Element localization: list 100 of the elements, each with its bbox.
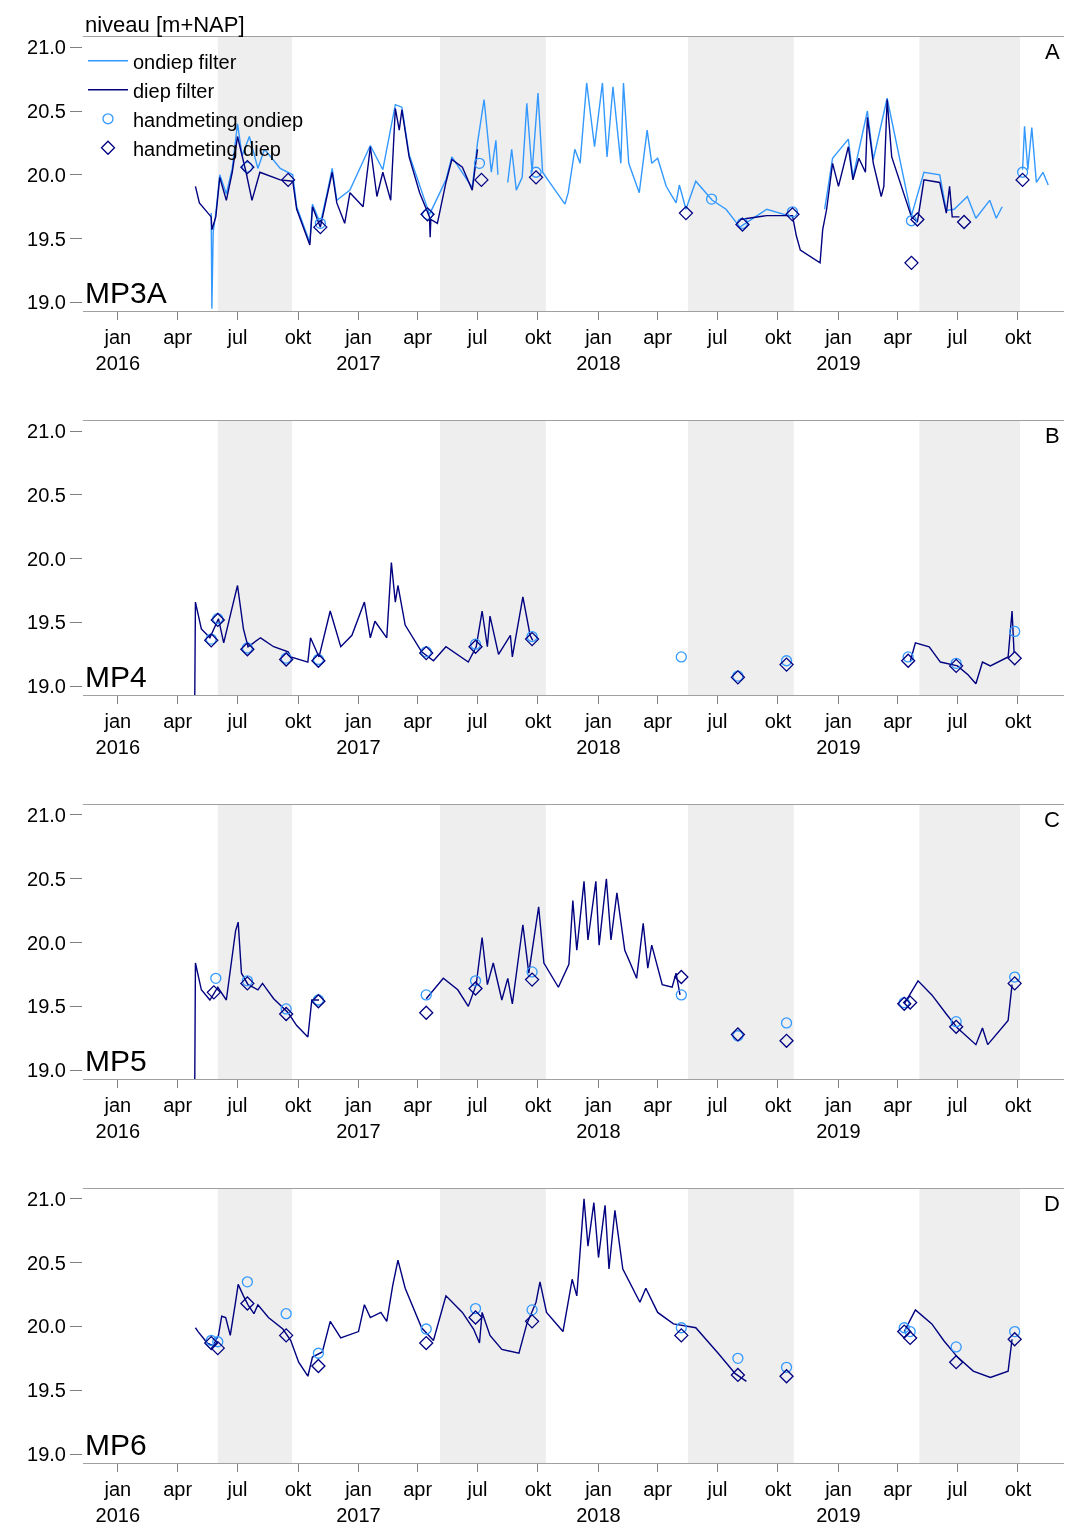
annotation: C bbox=[1044, 807, 1060, 832]
point bbox=[205, 1334, 217, 1347]
point bbox=[279, 1328, 294, 1343]
point bbox=[469, 1302, 482, 1315]
annotation: A bbox=[1045, 39, 1060, 64]
y-tick-label: 19.0 bbox=[27, 291, 66, 314]
point bbox=[420, 989, 432, 1001]
point bbox=[419, 1335, 434, 1351]
point bbox=[675, 651, 687, 663]
x-tick-label: okt bbox=[284, 326, 312, 349]
point bbox=[950, 1341, 962, 1353]
x-tick-label: jul bbox=[706, 1094, 728, 1117]
point bbox=[1015, 172, 1030, 188]
point bbox=[1007, 651, 1022, 666]
x-tick-label: okt bbox=[764, 326, 792, 349]
point bbox=[898, 1322, 910, 1334]
x-tick-label: okt bbox=[284, 710, 312, 733]
point bbox=[280, 1003, 292, 1015]
x-tick-label: jul bbox=[706, 1478, 728, 1500]
point bbox=[241, 975, 254, 987]
x-tick-label: jan 2017 bbox=[336, 1478, 381, 1526]
point bbox=[474, 172, 489, 188]
point bbox=[1007, 976, 1022, 991]
point bbox=[949, 658, 964, 674]
point bbox=[210, 972, 222, 984]
point bbox=[786, 206, 799, 218]
point bbox=[473, 157, 486, 169]
x-tick-label: jul bbox=[226, 326, 248, 349]
x-tick-label: apr bbox=[403, 710, 433, 733]
point bbox=[730, 1367, 746, 1383]
y-tick-label: 19.5 bbox=[27, 611, 66, 634]
x-tick-label: apr bbox=[643, 1094, 673, 1117]
x-tick-label: jul bbox=[466, 326, 488, 349]
x-tick-label: jul bbox=[706, 326, 728, 349]
y-tick-label: 19.0 bbox=[27, 1059, 66, 1082]
x-tick-label: okt bbox=[1004, 1094, 1032, 1117]
point bbox=[468, 1310, 483, 1325]
point bbox=[779, 1369, 794, 1384]
point bbox=[1007, 1332, 1022, 1347]
x-tick-label: okt bbox=[1004, 1478, 1032, 1500]
x-tick-label: jan 2019 bbox=[816, 1094, 861, 1143]
point bbox=[902, 651, 914, 663]
x-tick-label: okt bbox=[1004, 710, 1032, 733]
x-tick-label: jul bbox=[946, 1478, 968, 1500]
y-tick-label: 21.0 bbox=[27, 803, 66, 826]
legend-label: ondiep filter bbox=[133, 50, 237, 73]
y-axis-title: niveau [m+NAP] bbox=[85, 12, 245, 37]
point bbox=[528, 170, 544, 185]
x-tick-label: okt bbox=[524, 326, 552, 349]
point bbox=[210, 1341, 225, 1356]
y-tick-label: 20.0 bbox=[27, 163, 66, 186]
x-tick-label: apr bbox=[403, 1094, 433, 1117]
x-tick-label: apr bbox=[883, 710, 913, 733]
y-tick-label: 20.5 bbox=[27, 483, 66, 506]
x-tick-label: jul bbox=[226, 1094, 248, 1117]
point bbox=[705, 193, 718, 205]
x-tick-label: apr bbox=[163, 710, 193, 733]
x-tick-label: apr bbox=[883, 326, 913, 349]
point bbox=[312, 1347, 325, 1359]
point bbox=[904, 1325, 916, 1338]
point bbox=[313, 219, 328, 235]
annotation: MP4 bbox=[85, 660, 147, 693]
x-tick-label: jan 2019 bbox=[816, 710, 861, 759]
y-tick-label: 20.5 bbox=[27, 100, 66, 123]
y-tick-label: 19.0 bbox=[27, 675, 66, 698]
y-tick-label: 20.5 bbox=[27, 867, 66, 890]
x-tick-label: apr bbox=[403, 1478, 433, 1500]
point bbox=[901, 653, 916, 668]
x-tick-label: apr bbox=[163, 1478, 193, 1500]
x-tick-label: apr bbox=[643, 326, 673, 349]
x-tick-label: jan 2018 bbox=[576, 326, 621, 375]
point bbox=[949, 1019, 964, 1034]
x-tick-label: apr bbox=[883, 1094, 913, 1117]
x-tick-label: jul bbox=[466, 1478, 488, 1500]
x-tick-label: okt bbox=[524, 710, 552, 733]
point bbox=[675, 989, 687, 1001]
point bbox=[904, 255, 919, 271]
point bbox=[1016, 166, 1029, 178]
point bbox=[785, 207, 800, 222]
point bbox=[240, 976, 255, 991]
x-tick-label: jul bbox=[706, 710, 728, 733]
x-tick-label: apr bbox=[163, 1094, 193, 1117]
legend-label: handmeting ondiep bbox=[133, 108, 304, 131]
point bbox=[524, 631, 540, 647]
point bbox=[950, 1016, 962, 1028]
y-tick-label: 20.0 bbox=[27, 931, 66, 954]
point bbox=[311, 1358, 326, 1374]
point bbox=[902, 1330, 918, 1346]
point bbox=[280, 172, 296, 188]
x-tick-label: jul bbox=[466, 710, 488, 733]
x-tick-label: okt bbox=[284, 1478, 312, 1500]
x-tick-label: jan 2016 bbox=[95, 1094, 141, 1143]
x-tick-label: okt bbox=[1004, 326, 1032, 349]
point bbox=[314, 217, 327, 229]
x-tick-label: jan 2016 bbox=[95, 1478, 141, 1526]
y-tick-label: 19.5 bbox=[27, 1379, 66, 1402]
y-tick-label: 19.5 bbox=[27, 995, 66, 1018]
x-tick-label: jan 2016 bbox=[95, 326, 141, 375]
point bbox=[897, 1324, 912, 1339]
point bbox=[420, 1323, 432, 1335]
